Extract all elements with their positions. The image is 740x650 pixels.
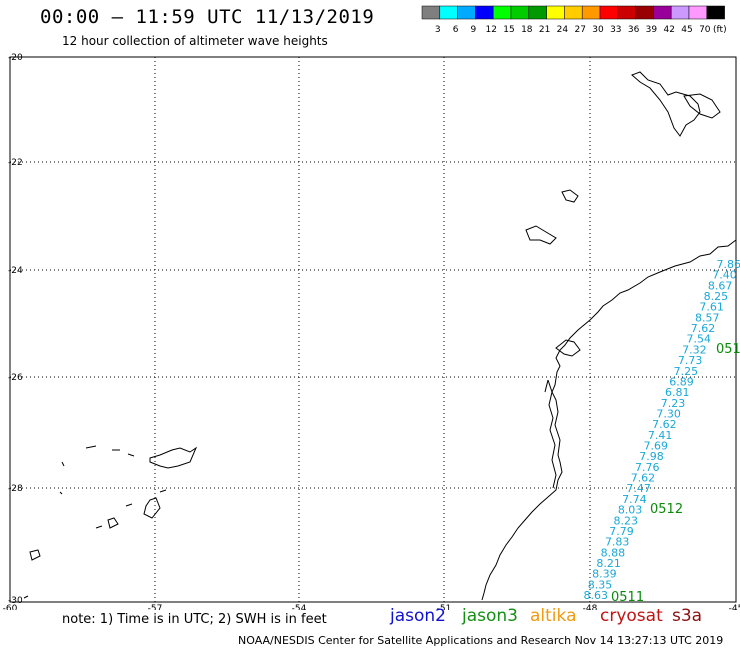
swh-value: 7.76 [635,461,660,474]
swh-value: 8.25 [704,290,729,303]
credit-line: NOAA/NESDIS Center for Satellite Applica… [238,634,724,647]
swh-value: 8.23 [614,514,639,527]
footnote: note: 1) Time is in UTC; 2) SWH is in fe… [62,612,327,627]
lon-tick-label: -48 [583,604,598,610]
pass-time-label: 0513 [716,342,740,357]
swh-value: 8.57 [695,311,720,324]
lon-tick-label: -57 [148,604,163,610]
legend-units: (ft) [713,25,727,35]
swh-value: 7.83 [605,536,630,549]
swh-value: 7.32 [682,343,707,356]
legend-label: 6 [453,25,459,35]
legend-label: 30 [592,25,604,35]
swh-value: 7.86 [717,258,740,271]
chart-title: 00:00 – 11:59 UTC 11/13/2019 [40,6,375,28]
altimeter-track: 7.867.408.678.257.618.577.627.547.327.73… [584,258,740,605]
color-legend: 3 6 9 12 15 18 21 24 27 30 33 36 39 42 45 70 (ft) [421,5,727,35]
swh-value: 7.23 [661,397,686,410]
swh-value: 7.74 [622,493,647,506]
legend-jason2: jason2 [390,606,446,626]
swh-value: 6.81 [665,386,690,399]
swh-value: 7.40 [712,269,737,282]
legend-label: 9 [471,25,477,35]
lon-tick-label: -60 [3,604,18,610]
lat-tick-label: -24 [8,266,23,276]
legend-label: 70 [699,25,711,35]
legend-label: 15 [503,25,514,35]
lat-lon-grid [10,57,736,602]
legend-label: 27 [574,25,585,35]
legend-label: 3 [435,25,441,35]
swh-value: 7.25 [674,365,699,378]
wave-height-map: -20 -22 -24 -26 -28 -30-60 -57 -54 -51 -48 -45 7.8… [3,53,740,610]
pass-time-label: 0512 [650,502,683,517]
swh-value: 8.21 [596,557,621,570]
swh-value: 8.39 [592,568,617,581]
island-group-2 [59,461,167,529]
lat-tick-label: -20 [8,53,23,63]
pass-time-label: 0511 [611,590,644,605]
chart-subtitle: 12 hour collection of altimeter wave hei… [62,34,328,48]
swh-value: 7.62 [691,322,716,335]
island-2 [683,93,721,119]
lat-tick-label: -22 [8,158,23,168]
swh-value: 8.35 [588,578,613,591]
swh-value: 7.79 [609,525,634,538]
map-frame [9,56,737,603]
legend-label: 24 [557,25,569,35]
lon-tick-label: -45 [729,604,740,610]
legend-label: 18 [521,25,533,35]
swh-value: 7.41 [648,429,673,442]
legend-jason3: jason3 [462,606,518,626]
bay-outline [555,339,581,357]
legend-label: 33 [610,25,621,35]
axis-labels: -20 -22 -24 -26 -28 -30-60 -57 -54 -51 -48 -45 [3,53,740,610]
legend-swatch [706,5,725,20]
island-3 [561,189,579,203]
lat-tick-label: -28 [8,484,23,494]
inland-lake [544,379,557,489]
swh-value: 7.62 [631,472,656,485]
lon-tick-label: -54 [292,604,307,610]
island-chain [85,445,198,469]
swh-value: 8.03 [618,504,643,517]
swh-value: 7.73 [678,354,703,367]
swh-value: 7.54 [686,333,711,346]
legend-altika: altika [530,606,577,626]
coastline [481,239,737,601]
swh-value: 7.98 [639,450,664,463]
lat-tick-label: -26 [8,373,23,383]
legend-s3a: s3a [672,606,703,626]
swh-value: 7.61 [699,301,724,314]
swh-value: 6.89 [669,375,694,388]
island-4 [525,225,557,245]
legend-label: 12 [485,25,496,35]
swh-value: 8.88 [601,546,626,559]
island-group-3 [23,549,41,599]
legend-label: 36 [628,25,640,35]
swh-value: 7.30 [656,407,681,420]
legend-label: 45 [681,25,692,35]
legend-label: 39 [646,25,658,35]
legend-label: 21 [539,25,550,35]
swh-value: 7.47 [626,482,651,495]
lat-tick-label: -30 [8,596,23,606]
swh-value: 8.67 [708,279,733,292]
island-1 [631,71,701,137]
swh-value: 7.69 [644,440,669,453]
legend-cryosat: cryosat [600,606,663,626]
legend-label: 42 [663,25,674,35]
swh-value: 7.62 [652,418,677,431]
swh-value: 8.63 [584,589,609,602]
lon-tick-label: -51 [437,604,452,610]
